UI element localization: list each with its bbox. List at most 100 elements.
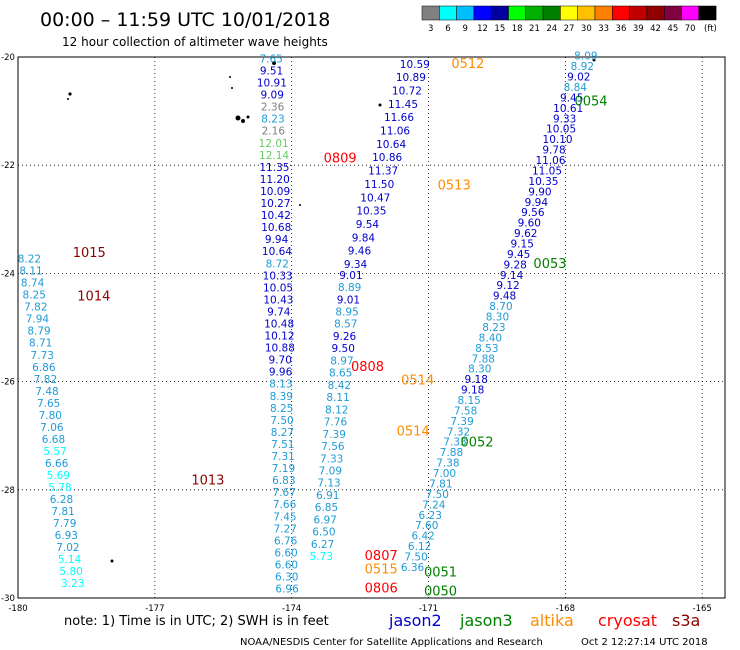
wave-height-label: 9.14: [500, 270, 524, 282]
wave-height-label: 5.73: [310, 551, 333, 563]
wave-height-label: 8.12: [325, 404, 348, 416]
wave-height-label: 6.50: [312, 527, 335, 539]
wave-height-label: 9.18: [465, 374, 488, 386]
wave-height-label: 6.66: [45, 458, 69, 470]
wave-height-label: 10.35: [528, 176, 558, 188]
wave-height-label: 10.05: [546, 124, 576, 136]
plot-frame: [17, 56, 726, 599]
legend-jason3: jason3: [459, 611, 513, 630]
wave-height-label: 11.06: [380, 126, 410, 138]
wave-height-label: 8.70: [489, 301, 512, 313]
wave-height-label: 11.45: [388, 99, 418, 111]
wave-height-label: 10.91: [257, 78, 287, 90]
wave-height-label: 11.20: [260, 174, 290, 186]
wave-height-label: 9.78: [542, 145, 565, 157]
wave-height-label: 9.15: [511, 239, 534, 251]
wave-height-label: 5.78: [48, 482, 71, 494]
colorbar-tick-label: 27: [564, 24, 575, 34]
wave-height-label: 9.62: [514, 228, 537, 240]
satellite-legend: jason2 jason3 altika cryosat s3a: [388, 611, 700, 630]
wave-height-label: 9.94: [265, 234, 289, 246]
wave-height-label: 8.39: [270, 391, 293, 403]
wave-height-label: 10.27: [260, 198, 290, 210]
colorbar-tick-label: 6: [445, 24, 450, 34]
x-tick-label: -171: [419, 604, 438, 614]
wave-height-label: 5.57: [43, 446, 66, 458]
wave-height-label: 8.74: [21, 278, 45, 290]
wave-height-label: 10.64: [376, 139, 406, 151]
legend-cryosat: cryosat: [598, 611, 657, 630]
y-tick-label: -26: [1, 378, 15, 388]
wave-height-label: 9.46: [348, 246, 372, 258]
x-tick-label: -177: [145, 604, 164, 614]
wave-height-label: 9.34: [344, 259, 368, 271]
legend-jason2: jason2: [388, 611, 442, 630]
wave-height-label: 6.12: [408, 541, 431, 553]
wave-height-label: 9.45: [560, 92, 583, 104]
wave-height-label: 9.33: [553, 113, 576, 125]
pass-time-label: 0050: [424, 584, 457, 599]
wave-height-label: 11.37: [368, 166, 398, 178]
wave-height-label: 11.50: [364, 179, 394, 191]
y-tick-label: -22: [1, 161, 15, 171]
pass-time-label: 1013: [191, 473, 224, 488]
axis-ticks: -180 -177 -174 -171 -168 -165 -20 -22 -24 -26 -28 -…: [1, 53, 712, 614]
wave-height-label: 7.38: [436, 458, 459, 470]
wave-height-label: 7.76: [324, 417, 348, 429]
colorbar-tick-label: 15: [494, 24, 505, 34]
wave-height-label: 8.79: [27, 326, 50, 338]
wave-height-label: 9.56: [521, 207, 545, 219]
wave-height-label: 10.12: [264, 331, 294, 343]
colorbar-tick-label: 70: [685, 24, 696, 34]
wave-height-label: 7.39: [323, 429, 346, 441]
x-tick-label: -168: [556, 604, 575, 614]
wave-height-label: 3.23: [61, 578, 84, 590]
wave-height-label: 8.72: [266, 258, 289, 270]
wave-height-label: 6.27: [311, 539, 334, 551]
colorbar-swatch: [490, 5, 509, 21]
wave-height-label: 7.80: [39, 410, 62, 422]
colorbar-swatch: [681, 5, 700, 21]
wave-height-label: 9.48: [493, 291, 516, 303]
colorbar-tick-label: 42: [650, 24, 661, 34]
wave-height-label: 7.50: [404, 552, 427, 564]
y-tick-label: -30: [1, 594, 15, 604]
grid-lines: [18, 57, 725, 598]
pass-time-label: 0053: [533, 257, 566, 272]
wave-height-label: 9.84: [352, 232, 376, 244]
pass-time-label: 0514: [401, 373, 434, 388]
wave-height-label: 9.09: [261, 90, 284, 102]
wave-height-label: 6.68: [42, 434, 65, 446]
wave-height-label: 8.57: [334, 319, 357, 331]
wave-height-label: 7.31: [271, 451, 294, 463]
wave-height-label: 6.86: [32, 362, 56, 374]
colorbar-tick-label: 30: [581, 24, 592, 34]
wave-height-label: 10.59: [400, 59, 430, 71]
wave-height-label: 11.66: [384, 112, 414, 124]
chart-title: 00:00 – 11:59 UTC 10/01/2018: [40, 9, 330, 31]
wave-height-label: 6.42: [411, 531, 434, 543]
wave-height-label: 6.85: [315, 502, 338, 514]
wave-height-label: 11.35: [259, 162, 289, 174]
wave-height-label: 7.65: [37, 398, 60, 410]
wave-height-label: 6.83: [272, 475, 295, 487]
wave-height-label: 7.82: [24, 302, 47, 314]
wave-height-label: 8.27: [271, 427, 294, 439]
wave-height-label: 5.69: [47, 470, 70, 482]
wave-height-label: 5.14: [58, 554, 82, 566]
wave-height-label: 9.94: [525, 197, 549, 209]
wave-height-label: 10.72: [392, 86, 422, 98]
wave-height-label: 7.56: [321, 441, 345, 453]
wave-height-label: 7.50: [426, 489, 449, 501]
x-tick-label: -165: [693, 604, 712, 614]
wave-height-label: 6.23: [419, 510, 442, 522]
footer-credit: NOAA/NESDIS Center for Satellite Applica…: [240, 637, 543, 648]
wave-height-label: 8.15: [457, 395, 480, 407]
wave-height-label: 11.06: [535, 155, 565, 167]
wave-height-label: 8.89: [338, 282, 361, 294]
wave-height-label: 10.61: [553, 103, 583, 115]
wave-height-label: 8.11: [19, 266, 42, 278]
island-marks: [67, 58, 596, 563]
wave-height-label: 5.80: [59, 566, 82, 578]
y-tick-label: -20: [1, 53, 15, 63]
